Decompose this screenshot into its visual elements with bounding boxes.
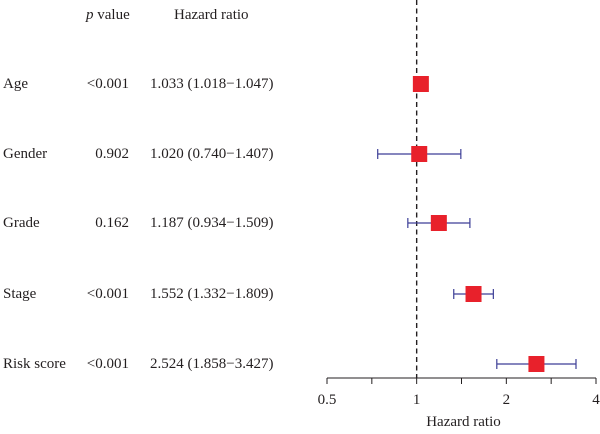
x-tick-label: 1 <box>413 392 421 408</box>
row-hazard-ratio: 1.187 (0.934−1.509) <box>150 215 274 231</box>
row-variable-label: Risk score <box>3 356 66 372</box>
hazard-ratio-box <box>430 215 447 231</box>
hazard-ratio-box <box>465 286 482 302</box>
p-value-header-p: p <box>86 7 94 23</box>
row-variable-label: Age <box>3 76 28 92</box>
x-tick-label: 2 <box>503 392 511 408</box>
row-hazard-ratio: 2.524 (1.858−3.427) <box>150 356 274 372</box>
row-variable-label: Stage <box>3 286 37 302</box>
row-hazard-ratio: 1.552 (1.332−1.809) <box>150 286 274 302</box>
hazard-ratio-box <box>412 76 429 92</box>
row-p-value: <0.001 <box>86 286 129 302</box>
row-hazard-ratio: 1.020 (0.740−1.407) <box>150 146 274 162</box>
row-hazard-ratio: 1.033 (1.018−1.047) <box>150 76 274 92</box>
row-variable-label: Gender <box>3 146 48 162</box>
row-p-value: <0.001 <box>86 356 129 372</box>
p-value-header: p value <box>86 6 130 24</box>
row-p-value: 0.902 <box>95 146 129 162</box>
x-axis-title: Hazard ratio <box>426 414 501 430</box>
p-value-header-suffix: value <box>97 7 130 23</box>
hazard-ratio-box <box>528 356 545 372</box>
row-p-value: <0.001 <box>86 76 129 92</box>
row-variable-label: Grade <box>3 215 40 231</box>
x-tick-label: 4 <box>592 392 600 408</box>
hazard-ratio-header: Hazard ratio <box>174 7 249 23</box>
x-tick-label: 0.5 <box>318 392 337 408</box>
hazard-ratio-box <box>411 146 428 162</box>
row-p-value: 0.162 <box>95 215 129 231</box>
